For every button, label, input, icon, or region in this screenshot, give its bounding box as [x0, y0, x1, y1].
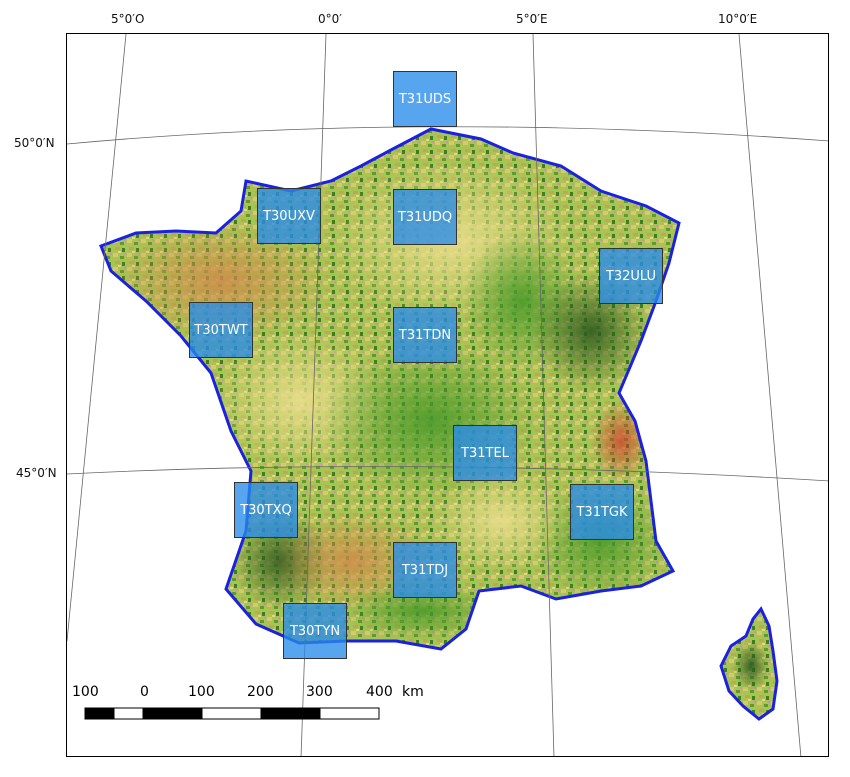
- corsica: [719, 606, 779, 721]
- france-landmass: [99, 127, 681, 651]
- tile-t30twt[interactable]: T30TWT: [189, 302, 253, 358]
- map-canvas[interactable]: [67, 34, 829, 757]
- tile-t31tgk[interactable]: T31TGK: [570, 484, 634, 540]
- tile-t32ulu[interactable]: T32ULU: [599, 248, 663, 304]
- map-frame[interactable]: T31UDS T30UXV T31UDQ T32ULU T30TWT T31TD…: [66, 33, 829, 757]
- tile-t31tel[interactable]: T31TEL: [453, 425, 517, 481]
- tile-t31udq[interactable]: T31UDQ: [393, 189, 457, 245]
- lat-label-45n: 45°0′N: [16, 466, 57, 480]
- tile-t31uds[interactable]: T31UDS: [393, 71, 457, 127]
- scale-bar-segments: [84, 707, 380, 720]
- lon-label-5e: 5°0′E: [516, 12, 548, 26]
- scale-label-400: 400: [366, 684, 393, 700]
- lon-label-10e: 10°0′E: [718, 12, 758, 26]
- scale-label-100: 100: [188, 684, 215, 700]
- scale-unit: km: [402, 684, 424, 700]
- tile-t30uxv[interactable]: T30UXV: [257, 188, 321, 244]
- lat-label-50n: 50°0′N: [14, 136, 55, 150]
- tile-t31tdj[interactable]: T31TDJ: [393, 542, 457, 598]
- scale-label-200: 200: [247, 684, 274, 700]
- tile-t31tdn[interactable]: T31TDN: [393, 307, 457, 363]
- coastline: [99, 127, 681, 651]
- lon-label-0: 0°0′: [318, 12, 342, 26]
- scale-label-0: 0: [140, 684, 149, 700]
- scale-label-100-left: 100: [72, 684, 99, 700]
- lon-label-5w: 5°0′O: [111, 12, 145, 26]
- tile-t30txq[interactable]: T30TXQ: [234, 482, 298, 538]
- tile-t30tyn[interactable]: T30TYN: [283, 603, 347, 659]
- scale-label-300: 300: [306, 684, 333, 700]
